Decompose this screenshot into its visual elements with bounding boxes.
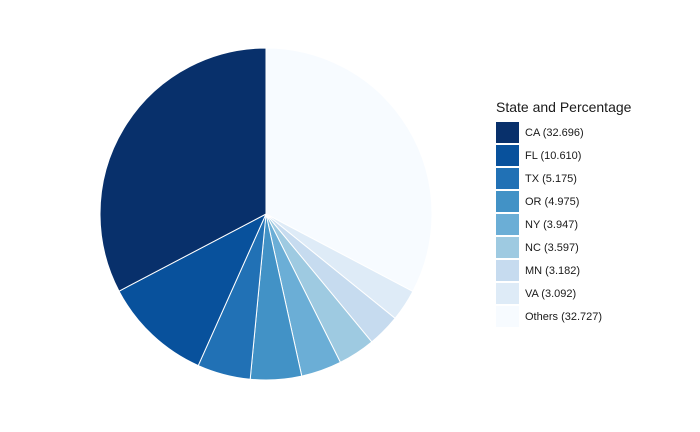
legend-item: FL (10.610) xyxy=(496,144,631,167)
legend-swatch xyxy=(496,122,519,143)
legend-label: MN (3.182) xyxy=(525,264,581,277)
legend-item: MN (3.182) xyxy=(496,259,631,282)
legend-label: CA (32.696) xyxy=(525,126,584,139)
legend-label: NY (3.947) xyxy=(525,218,578,231)
legend-swatch xyxy=(496,191,519,212)
legend-label: TX (5.175) xyxy=(525,172,577,185)
legend-label: OR (4.975) xyxy=(525,195,580,208)
legend-item: TX (5.175) xyxy=(496,167,631,190)
legend-item: OR (4.975) xyxy=(496,190,631,213)
legend-label: VA (3.092) xyxy=(525,287,577,300)
legend-label: FL (10.610) xyxy=(525,149,582,162)
pie-slice-ca xyxy=(99,47,267,292)
legend: State and Percentage CA (32.696) FL (10.6… xyxy=(496,99,631,328)
legend-swatch xyxy=(496,237,519,258)
legend-title: State and Percentage xyxy=(496,99,632,115)
legend-swatch xyxy=(496,168,519,189)
legend-swatch xyxy=(496,260,519,281)
legend-item: Others (32.727) xyxy=(496,305,631,328)
legend-item: NY (3.947) xyxy=(496,213,631,236)
legend-label: NC (3.597) xyxy=(525,241,579,254)
pie-slice-others xyxy=(265,47,433,293)
legend-item: VA (3.092) xyxy=(496,282,631,305)
legend-swatch xyxy=(496,283,519,304)
legend-item: NC (3.597) xyxy=(496,236,631,259)
legend-swatch xyxy=(496,214,519,235)
legend-label: Others (32.727) xyxy=(525,310,603,323)
pie-slice-fl xyxy=(118,212,268,367)
legend-item: CA (32.696) xyxy=(496,121,631,144)
legend-items: CA (32.696) FL (10.610) TX (5.175) OR (4.97… xyxy=(496,121,631,328)
legend-swatch xyxy=(496,306,519,327)
legend-swatch xyxy=(496,145,519,166)
